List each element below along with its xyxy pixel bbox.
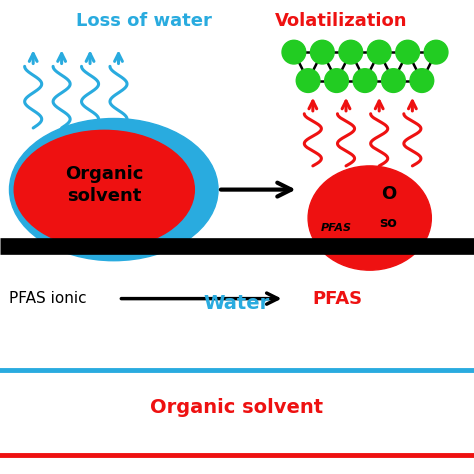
Text: O: O <box>381 185 396 203</box>
Circle shape <box>367 40 391 64</box>
Circle shape <box>353 69 377 92</box>
Text: Loss of water: Loss of water <box>76 12 212 30</box>
Circle shape <box>396 40 419 64</box>
Circle shape <box>310 40 334 64</box>
Circle shape <box>296 69 320 92</box>
Text: Organic
solvent: Organic solvent <box>65 165 144 205</box>
Circle shape <box>339 40 363 64</box>
Circle shape <box>410 69 434 92</box>
Ellipse shape <box>308 166 431 270</box>
Text: so: so <box>380 216 398 230</box>
Circle shape <box>282 40 306 64</box>
Text: PFAS: PFAS <box>313 290 363 308</box>
Text: PFAS: PFAS <box>321 222 352 233</box>
Circle shape <box>424 40 448 64</box>
Text: Water: Water <box>204 294 270 313</box>
Circle shape <box>382 69 405 92</box>
Text: Volatilization: Volatilization <box>275 12 408 30</box>
Ellipse shape <box>14 130 194 249</box>
Text: PFAS ionic: PFAS ionic <box>9 291 87 306</box>
Ellipse shape <box>9 118 218 261</box>
Circle shape <box>325 69 348 92</box>
Text: Organic solvent: Organic solvent <box>150 398 324 417</box>
